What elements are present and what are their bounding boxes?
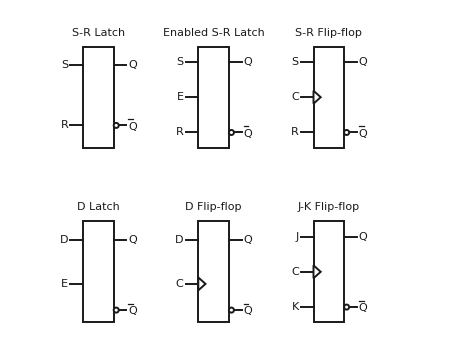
Polygon shape — [198, 278, 206, 291]
Text: C: C — [291, 92, 299, 102]
Text: Q: Q — [359, 57, 368, 67]
Text: Q: Q — [128, 235, 137, 244]
Text: K: K — [292, 302, 299, 312]
Text: C: C — [291, 267, 299, 277]
Text: S: S — [176, 57, 183, 67]
Polygon shape — [313, 91, 321, 104]
Circle shape — [114, 307, 119, 312]
Text: Enabled S-R Latch: Enabled S-R Latch — [163, 28, 264, 38]
Text: R: R — [176, 127, 183, 138]
Polygon shape — [313, 265, 321, 278]
Text: S: S — [61, 60, 68, 70]
Text: Q: Q — [359, 303, 368, 313]
Text: E: E — [176, 92, 183, 102]
Text: Q: Q — [359, 231, 368, 242]
Bar — [198, 221, 229, 322]
Text: Q: Q — [244, 129, 253, 139]
Circle shape — [344, 130, 349, 135]
Text: Q: Q — [128, 122, 137, 131]
Bar — [313, 221, 344, 322]
Bar — [83, 221, 114, 322]
Bar — [83, 47, 114, 148]
Text: E: E — [61, 279, 68, 289]
Text: Q: Q — [244, 235, 253, 244]
Text: R: R — [291, 127, 299, 138]
Text: J: J — [295, 231, 299, 242]
Text: D Latch: D Latch — [77, 202, 120, 212]
Text: D: D — [60, 235, 68, 244]
Text: C: C — [176, 279, 183, 289]
Bar — [198, 47, 229, 148]
Text: S-R Flip-flop: S-R Flip-flop — [295, 28, 362, 38]
Bar — [313, 47, 344, 148]
Circle shape — [344, 305, 349, 310]
Text: Q: Q — [128, 60, 137, 70]
Text: D Flip-flop: D Flip-flop — [185, 202, 242, 212]
Text: S-R Latch: S-R Latch — [72, 28, 125, 38]
Circle shape — [229, 307, 234, 312]
Circle shape — [229, 130, 234, 135]
Text: R: R — [61, 121, 68, 130]
Text: S: S — [292, 57, 299, 67]
Text: D: D — [175, 235, 183, 244]
Text: Q: Q — [128, 306, 137, 316]
Text: Q: Q — [244, 57, 253, 67]
Text: Q: Q — [359, 129, 368, 139]
Text: Q: Q — [244, 306, 253, 316]
Circle shape — [114, 123, 119, 128]
Text: J-K Flip-flop: J-K Flip-flop — [298, 202, 360, 212]
